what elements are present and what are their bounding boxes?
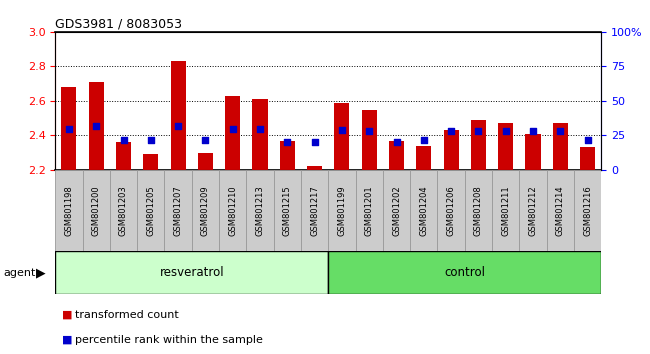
- Text: GSM801216: GSM801216: [583, 185, 592, 236]
- Text: ▶: ▶: [36, 266, 46, 279]
- Point: [255, 126, 265, 131]
- Bar: [580, 148, 595, 170]
- Bar: [137, 170, 164, 251]
- Bar: [83, 170, 110, 251]
- Point: [146, 137, 156, 142]
- Text: GSM801212: GSM801212: [528, 185, 538, 236]
- Bar: [246, 170, 274, 251]
- Bar: [116, 142, 131, 170]
- Text: GSM801214: GSM801214: [556, 185, 565, 236]
- Text: GSM801200: GSM801200: [92, 185, 101, 236]
- Point: [227, 126, 238, 131]
- Bar: [225, 96, 240, 170]
- Bar: [110, 170, 137, 251]
- Bar: [55, 251, 328, 294]
- Bar: [61, 87, 77, 170]
- Bar: [416, 146, 432, 170]
- Point: [419, 137, 429, 142]
- Bar: [219, 170, 246, 251]
- Bar: [443, 130, 459, 170]
- Text: GSM801206: GSM801206: [447, 185, 456, 236]
- Text: GSM801204: GSM801204: [419, 185, 428, 236]
- Text: resveratrol: resveratrol: [159, 266, 224, 279]
- Bar: [170, 61, 186, 170]
- Point: [200, 137, 211, 142]
- Text: GSM801213: GSM801213: [255, 185, 265, 236]
- Point: [582, 137, 593, 142]
- Bar: [274, 170, 301, 251]
- Bar: [525, 134, 541, 170]
- Bar: [465, 170, 492, 251]
- Text: GSM801203: GSM801203: [119, 185, 128, 236]
- Bar: [280, 141, 295, 170]
- Text: ■: ■: [62, 335, 72, 345]
- Point: [282, 139, 293, 145]
- Text: GSM801210: GSM801210: [228, 185, 237, 236]
- Point: [473, 129, 484, 134]
- Bar: [389, 141, 404, 170]
- Text: GSM801209: GSM801209: [201, 185, 210, 236]
- Bar: [192, 170, 219, 251]
- Bar: [307, 166, 322, 170]
- Point: [364, 129, 374, 134]
- Text: GSM801211: GSM801211: [501, 185, 510, 236]
- Point: [446, 129, 456, 134]
- Text: GSM801202: GSM801202: [392, 185, 401, 236]
- Bar: [328, 170, 356, 251]
- Bar: [328, 251, 601, 294]
- Text: agent: agent: [3, 268, 36, 278]
- Text: percentile rank within the sample: percentile rank within the sample: [75, 335, 263, 345]
- Text: GSM801207: GSM801207: [174, 185, 183, 236]
- Bar: [143, 154, 159, 170]
- Point: [64, 126, 74, 131]
- Point: [337, 127, 347, 133]
- Text: GSM801215: GSM801215: [283, 185, 292, 236]
- Text: GSM801198: GSM801198: [64, 185, 73, 236]
- Bar: [498, 123, 514, 170]
- Text: GSM801201: GSM801201: [365, 185, 374, 236]
- Bar: [334, 103, 350, 170]
- Text: GSM801205: GSM801205: [146, 185, 155, 236]
- Point: [528, 129, 538, 134]
- Bar: [574, 170, 601, 251]
- Point: [500, 129, 511, 134]
- Bar: [437, 170, 465, 251]
- Bar: [164, 170, 192, 251]
- Text: GSM801208: GSM801208: [474, 185, 483, 236]
- Text: transformed count: transformed count: [75, 310, 179, 320]
- Bar: [198, 153, 213, 170]
- Text: GSM801217: GSM801217: [310, 185, 319, 236]
- Bar: [547, 170, 574, 251]
- Bar: [361, 109, 377, 170]
- Bar: [519, 170, 547, 251]
- Bar: [55, 170, 83, 251]
- Text: GSM801199: GSM801199: [337, 185, 346, 236]
- Bar: [88, 82, 104, 170]
- Text: ■: ■: [62, 310, 72, 320]
- Point: [555, 129, 566, 134]
- Point: [118, 137, 129, 142]
- Bar: [301, 170, 328, 251]
- Point: [173, 123, 183, 129]
- Bar: [492, 170, 519, 251]
- Point: [391, 139, 402, 145]
- Bar: [552, 123, 568, 170]
- Bar: [252, 99, 268, 170]
- Text: control: control: [444, 266, 486, 279]
- Bar: [356, 170, 383, 251]
- Bar: [383, 170, 410, 251]
- Bar: [471, 120, 486, 170]
- Point: [91, 123, 101, 129]
- Point: [309, 139, 320, 145]
- Text: GDS3981 / 8083053: GDS3981 / 8083053: [55, 18, 182, 31]
- Bar: [410, 170, 437, 251]
